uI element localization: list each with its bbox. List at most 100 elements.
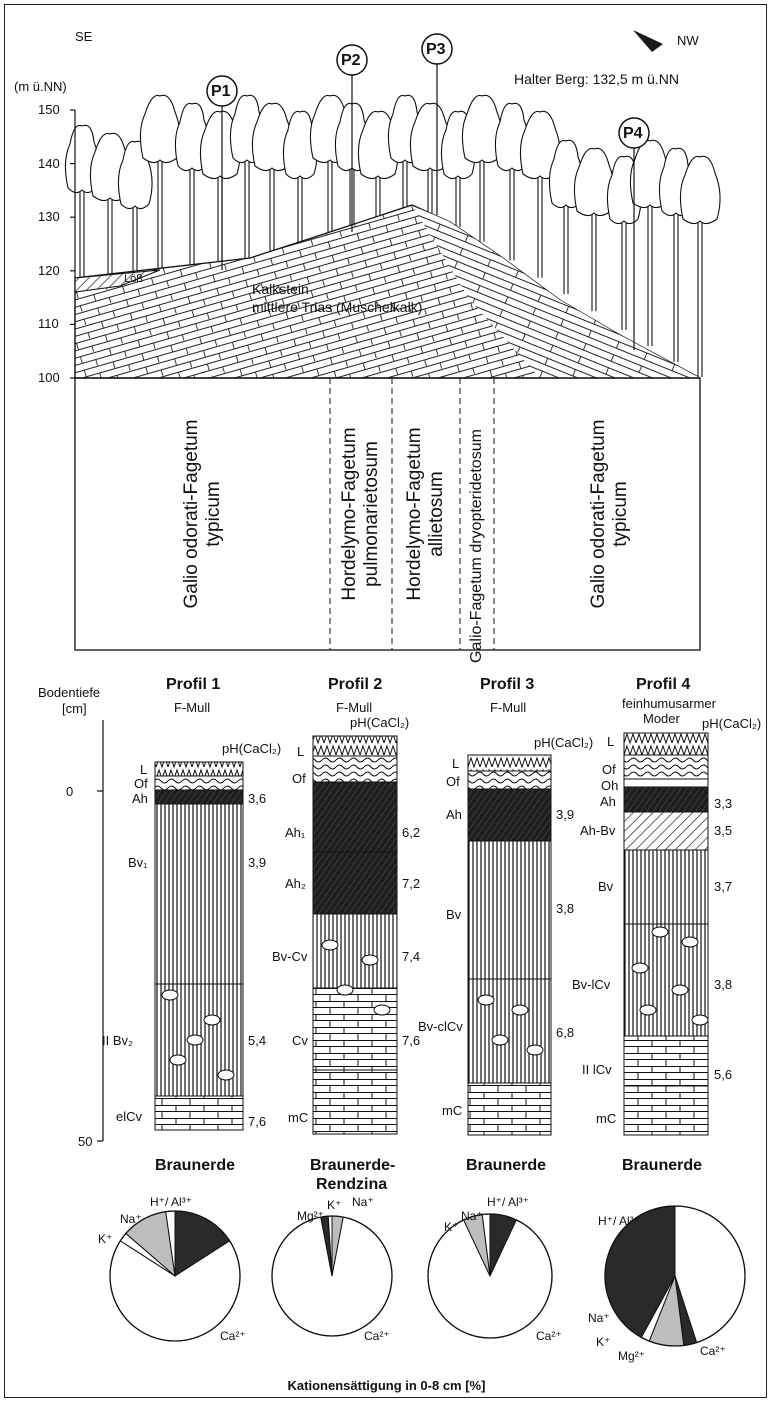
elevation-tick-label: 130 xyxy=(38,209,60,225)
p3-horizon-mc: mC xyxy=(442,1103,463,1118)
profile-2-column xyxy=(312,735,398,1135)
community-5: Galio odorati-Fagetum typicum xyxy=(588,419,632,608)
p2-ph-bvcv: 7,4 xyxy=(402,949,421,964)
pie4-label-k: K⁺ xyxy=(596,1335,611,1349)
pie1-label-ca: Ca²⁺ xyxy=(220,1329,246,1343)
p1-ph-ah: 3,6 xyxy=(248,791,267,806)
p2-ph-ah2: 7,2 xyxy=(402,876,421,891)
tree-crown xyxy=(461,94,503,164)
p4-horizon-iilcv: II lCv xyxy=(582,1062,612,1077)
community-4: Galio-Fagetum dryopteridetosum xyxy=(468,429,486,663)
tree-crown xyxy=(573,147,615,217)
community-5-line2: typicum xyxy=(610,481,631,547)
p4-horizon-bvlcv: Bv-lCv xyxy=(572,977,611,992)
pie3-label-na: Na⁺ xyxy=(461,1209,483,1223)
p3-horizon-bv: Bv xyxy=(446,907,462,922)
stone xyxy=(631,962,649,974)
profile-2-humus: F-Mull xyxy=(336,700,373,715)
pie2-label-mg: Mg²⁺ xyxy=(297,1209,324,1223)
figure-frame xyxy=(4,4,767,1398)
pie3-label-ca: Ca²⁺ xyxy=(536,1329,562,1343)
point-label-p1: P1 xyxy=(211,83,231,100)
soil-profiles xyxy=(97,720,709,1142)
depth-tick-label-50: 50 xyxy=(78,1134,93,1149)
stone xyxy=(671,984,689,996)
pie4-label-mg: Mg²⁺ xyxy=(618,1349,645,1363)
p4-horizon-oh: Oh xyxy=(601,778,619,793)
point-marker-p3 xyxy=(421,33,453,215)
community-5-line1: Galio odorati-Fagetum xyxy=(588,419,610,609)
p3-horizon-l: L xyxy=(452,756,460,771)
pie-caption: Kationensättigung in 0-8 cm [%] xyxy=(287,1378,486,1393)
elevation-unit: (m ü.NN) xyxy=(14,79,67,94)
community-3-line2: allietosum xyxy=(426,471,447,557)
pie-profile-2 xyxy=(271,1215,393,1337)
pie-outline xyxy=(109,1210,241,1342)
community-1-line1: Galio odorati-Fagetum xyxy=(181,419,203,609)
profile-2-ph-label: pH(CaCl₂) xyxy=(350,715,410,730)
pie1-label-k: K⁺ xyxy=(98,1232,113,1246)
stone xyxy=(477,994,495,1006)
p1-horizon-of: Of xyxy=(134,776,148,791)
depth-label: Bodentiefe xyxy=(38,685,101,700)
p2-ph-ah1: 6,2 xyxy=(402,825,421,840)
p3-horizon-bvclcv: Bv-clCv xyxy=(418,1019,463,1034)
stone xyxy=(169,1054,187,1066)
p1-horizon-elcv: elCv xyxy=(116,1109,143,1124)
p2-horizon-ah2: Ah₂ xyxy=(285,876,306,891)
stone xyxy=(639,1004,657,1016)
p1-ph-iibv2: 5,4 xyxy=(248,1033,267,1048)
profile-4-ph-label: pH(CaCl₂) xyxy=(702,716,762,731)
stone xyxy=(361,954,379,966)
pie-outline xyxy=(271,1215,393,1337)
stone xyxy=(681,936,699,948)
p4-horizon-mc: mC xyxy=(596,1111,617,1126)
stone xyxy=(491,1034,509,1046)
direction-se: SE xyxy=(75,29,93,44)
stone xyxy=(203,1014,221,1026)
tree-crown xyxy=(251,102,293,172)
pie3-label-k: K⁺ xyxy=(444,1220,459,1234)
elevation-tick-label: 120 xyxy=(38,262,60,278)
profile-3-title: Profil 3 xyxy=(480,676,535,693)
profile-4-column xyxy=(623,732,709,1136)
pie-profile-1 xyxy=(109,1210,241,1342)
stone xyxy=(321,939,339,951)
pie-profile-4 xyxy=(604,1205,746,1347)
pie1-label-h: H⁺/ Al³⁺ xyxy=(150,1195,193,1209)
p4-ph-bvlcv: 3,8 xyxy=(714,977,733,992)
direction-nw: NW xyxy=(677,33,699,48)
pie4-label-na: Na⁺ xyxy=(588,1311,610,1325)
point-marker-p2 xyxy=(336,44,368,232)
stone xyxy=(186,1034,204,1046)
profile-3-humus: F-Mull xyxy=(490,700,527,715)
community-1: Galio odorati-Fagetum typicum xyxy=(181,419,225,608)
stone xyxy=(373,1004,391,1016)
tree-crown xyxy=(409,102,451,172)
pie4-label-h: H⁺/ Al³⁺ xyxy=(598,1214,641,1228)
point-label-p2: P2 xyxy=(341,52,361,69)
direction-arrow-icon xyxy=(633,30,663,52)
community-2-line1: Hordelymo-Fagetum xyxy=(339,427,361,601)
summit-label: Halter Berg: 132,5 m ü.NN xyxy=(514,71,679,87)
p3-ph-ah: 3,9 xyxy=(556,807,575,822)
pie4-label-ca: Ca²⁺ xyxy=(700,1344,726,1358)
tree-crown xyxy=(519,110,561,180)
profile-1-title: Profil 1 xyxy=(166,676,221,693)
elevation-tick-label: 110 xyxy=(38,316,59,332)
rock-label-1: Kalkstein xyxy=(252,281,309,297)
profile-1-humus: F-Mull xyxy=(174,700,211,715)
depth-unit: [cm] xyxy=(62,701,87,716)
point-marker-p4 xyxy=(618,117,650,350)
p1-horizon-ah: Ah xyxy=(132,791,148,806)
profile-4-humus-2: Moder xyxy=(643,711,680,726)
p2-ph-cv: 7,6 xyxy=(402,1033,421,1048)
community-3: Hordelymo-Fagetum allietosum xyxy=(404,427,448,600)
p2-horizon-l: L xyxy=(297,744,305,759)
stone xyxy=(511,1004,529,1016)
forest-trees xyxy=(64,94,721,377)
profile-3-column xyxy=(467,754,552,1136)
point-marker-p1 xyxy=(206,75,238,270)
stone xyxy=(217,1069,235,1081)
